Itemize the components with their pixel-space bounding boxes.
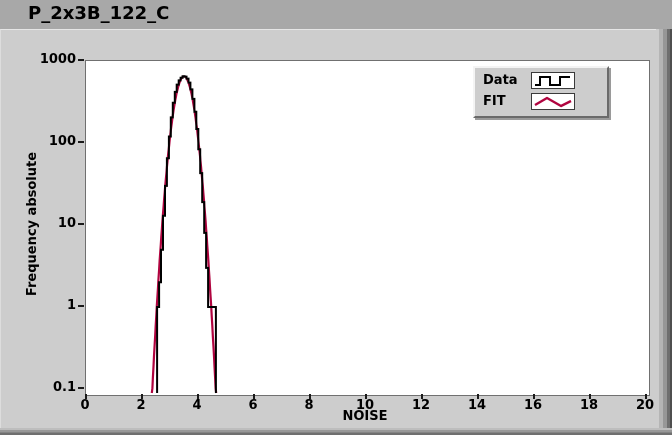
window-title: P_2x3B_122_C bbox=[28, 3, 170, 24]
x-axis-tick bbox=[253, 394, 255, 399]
window-bevel-bottom bbox=[0, 428, 672, 435]
x-tick-label: 4 bbox=[192, 398, 202, 413]
x-axis-tick bbox=[141, 394, 143, 399]
x-axis-tick bbox=[85, 394, 87, 399]
window-titlebar[interactable]: P_2x3B_122_C bbox=[0, 0, 672, 29]
x-axis-tick bbox=[365, 394, 367, 399]
y-axis-tick bbox=[78, 141, 84, 143]
legend-row-data: Data bbox=[483, 70, 605, 91]
y-tick-label: 0.1 bbox=[52, 380, 76, 395]
y-axis-tick bbox=[78, 223, 84, 225]
x-tick-label: 20 bbox=[635, 398, 655, 413]
y-axis-tick bbox=[78, 305, 84, 307]
zigzag-line-icon bbox=[534, 96, 572, 107]
x-axis-tick bbox=[589, 394, 591, 399]
x-tick-label: 14 bbox=[467, 398, 487, 413]
legend: Data FIT bbox=[473, 66, 609, 118]
y-tick-label: 100 bbox=[48, 134, 76, 149]
x-axis-title: NOISE bbox=[342, 409, 388, 424]
x-axis-tick bbox=[421, 394, 423, 399]
x-axis-tick bbox=[197, 394, 199, 399]
y-tick-label: 1000 bbox=[39, 52, 76, 67]
data-step-line bbox=[156, 75, 217, 393]
y-axis-tick bbox=[78, 59, 84, 61]
histogram-plot bbox=[150, 75, 218, 394]
x-axis-tick bbox=[533, 394, 535, 399]
y-tick-label: 1 bbox=[66, 298, 76, 313]
y-axis-tick bbox=[78, 387, 84, 389]
y-tick-label: 10 bbox=[57, 216, 76, 231]
legend-glyph-button-fit[interactable] bbox=[531, 93, 575, 110]
x-tick-label: 0 bbox=[80, 398, 90, 413]
x-tick-label: 8 bbox=[304, 398, 314, 413]
step-line-icon bbox=[535, 75, 570, 86]
legend-label-data: Data bbox=[483, 73, 518, 88]
x-tick-label: 16 bbox=[523, 398, 543, 413]
x-tick-label: 18 bbox=[579, 398, 599, 413]
x-tick-label: 10 bbox=[355, 398, 375, 413]
window-bevel-right bbox=[656, 29, 672, 429]
x-tick-label: 12 bbox=[411, 398, 431, 413]
x-axis-tick bbox=[477, 394, 479, 399]
x-axis-tick bbox=[309, 394, 311, 399]
x-tick-label: 6 bbox=[248, 398, 258, 413]
x-axis-tick bbox=[645, 394, 647, 399]
legend-label-fit: FIT bbox=[483, 94, 506, 109]
x-tick-label: 2 bbox=[136, 398, 146, 413]
legend-glyph-button-data[interactable] bbox=[531, 72, 575, 89]
legend-row-fit: FIT bbox=[483, 91, 605, 112]
